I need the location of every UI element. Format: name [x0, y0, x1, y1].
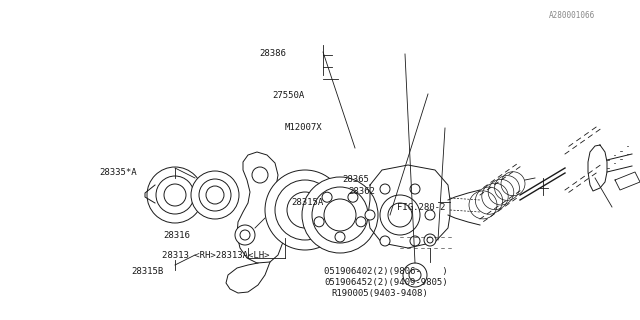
- Circle shape: [206, 186, 224, 204]
- Text: 28335*A: 28335*A: [99, 168, 137, 177]
- Circle shape: [147, 167, 203, 223]
- Text: A280001066: A280001066: [549, 11, 595, 20]
- Circle shape: [427, 237, 433, 243]
- Circle shape: [410, 236, 420, 246]
- Circle shape: [356, 217, 366, 227]
- Circle shape: [314, 217, 324, 227]
- Text: 28316: 28316: [163, 231, 190, 240]
- Circle shape: [199, 179, 231, 211]
- Circle shape: [380, 195, 420, 235]
- Circle shape: [302, 177, 378, 253]
- Text: 28313 <RH>28313A<LH>: 28313 <RH>28313A<LH>: [162, 252, 269, 260]
- Circle shape: [240, 230, 250, 240]
- Circle shape: [235, 225, 255, 245]
- Circle shape: [424, 234, 436, 246]
- Text: 27550A: 27550A: [272, 91, 304, 100]
- Circle shape: [322, 192, 332, 202]
- Circle shape: [265, 170, 345, 250]
- Circle shape: [164, 184, 186, 206]
- Circle shape: [409, 269, 421, 281]
- Circle shape: [156, 176, 194, 214]
- Circle shape: [348, 192, 358, 202]
- Text: 051906402(2)(9806-    ): 051906402(2)(9806- ): [324, 267, 448, 276]
- Circle shape: [380, 184, 390, 194]
- Circle shape: [403, 263, 427, 287]
- Circle shape: [275, 180, 335, 240]
- Circle shape: [380, 236, 390, 246]
- Circle shape: [287, 192, 323, 228]
- Circle shape: [365, 210, 375, 220]
- Circle shape: [324, 199, 356, 231]
- Circle shape: [312, 187, 368, 243]
- Circle shape: [335, 232, 345, 242]
- Text: 28315A: 28315A: [291, 198, 323, 207]
- Text: R190005(9403-9408): R190005(9403-9408): [332, 289, 428, 298]
- Circle shape: [252, 167, 268, 183]
- Circle shape: [388, 203, 412, 227]
- Circle shape: [191, 171, 239, 219]
- Text: 28362: 28362: [349, 188, 376, 196]
- Text: M12007X: M12007X: [285, 123, 323, 132]
- Text: 28315B: 28315B: [131, 267, 163, 276]
- Text: 28365: 28365: [342, 175, 369, 184]
- Text: FIG.280-2: FIG.280-2: [397, 203, 445, 212]
- Text: 28386: 28386: [259, 49, 286, 58]
- Circle shape: [410, 184, 420, 194]
- Text: 051906452(2)(9409-9805): 051906452(2)(9409-9805): [324, 278, 448, 287]
- Circle shape: [425, 210, 435, 220]
